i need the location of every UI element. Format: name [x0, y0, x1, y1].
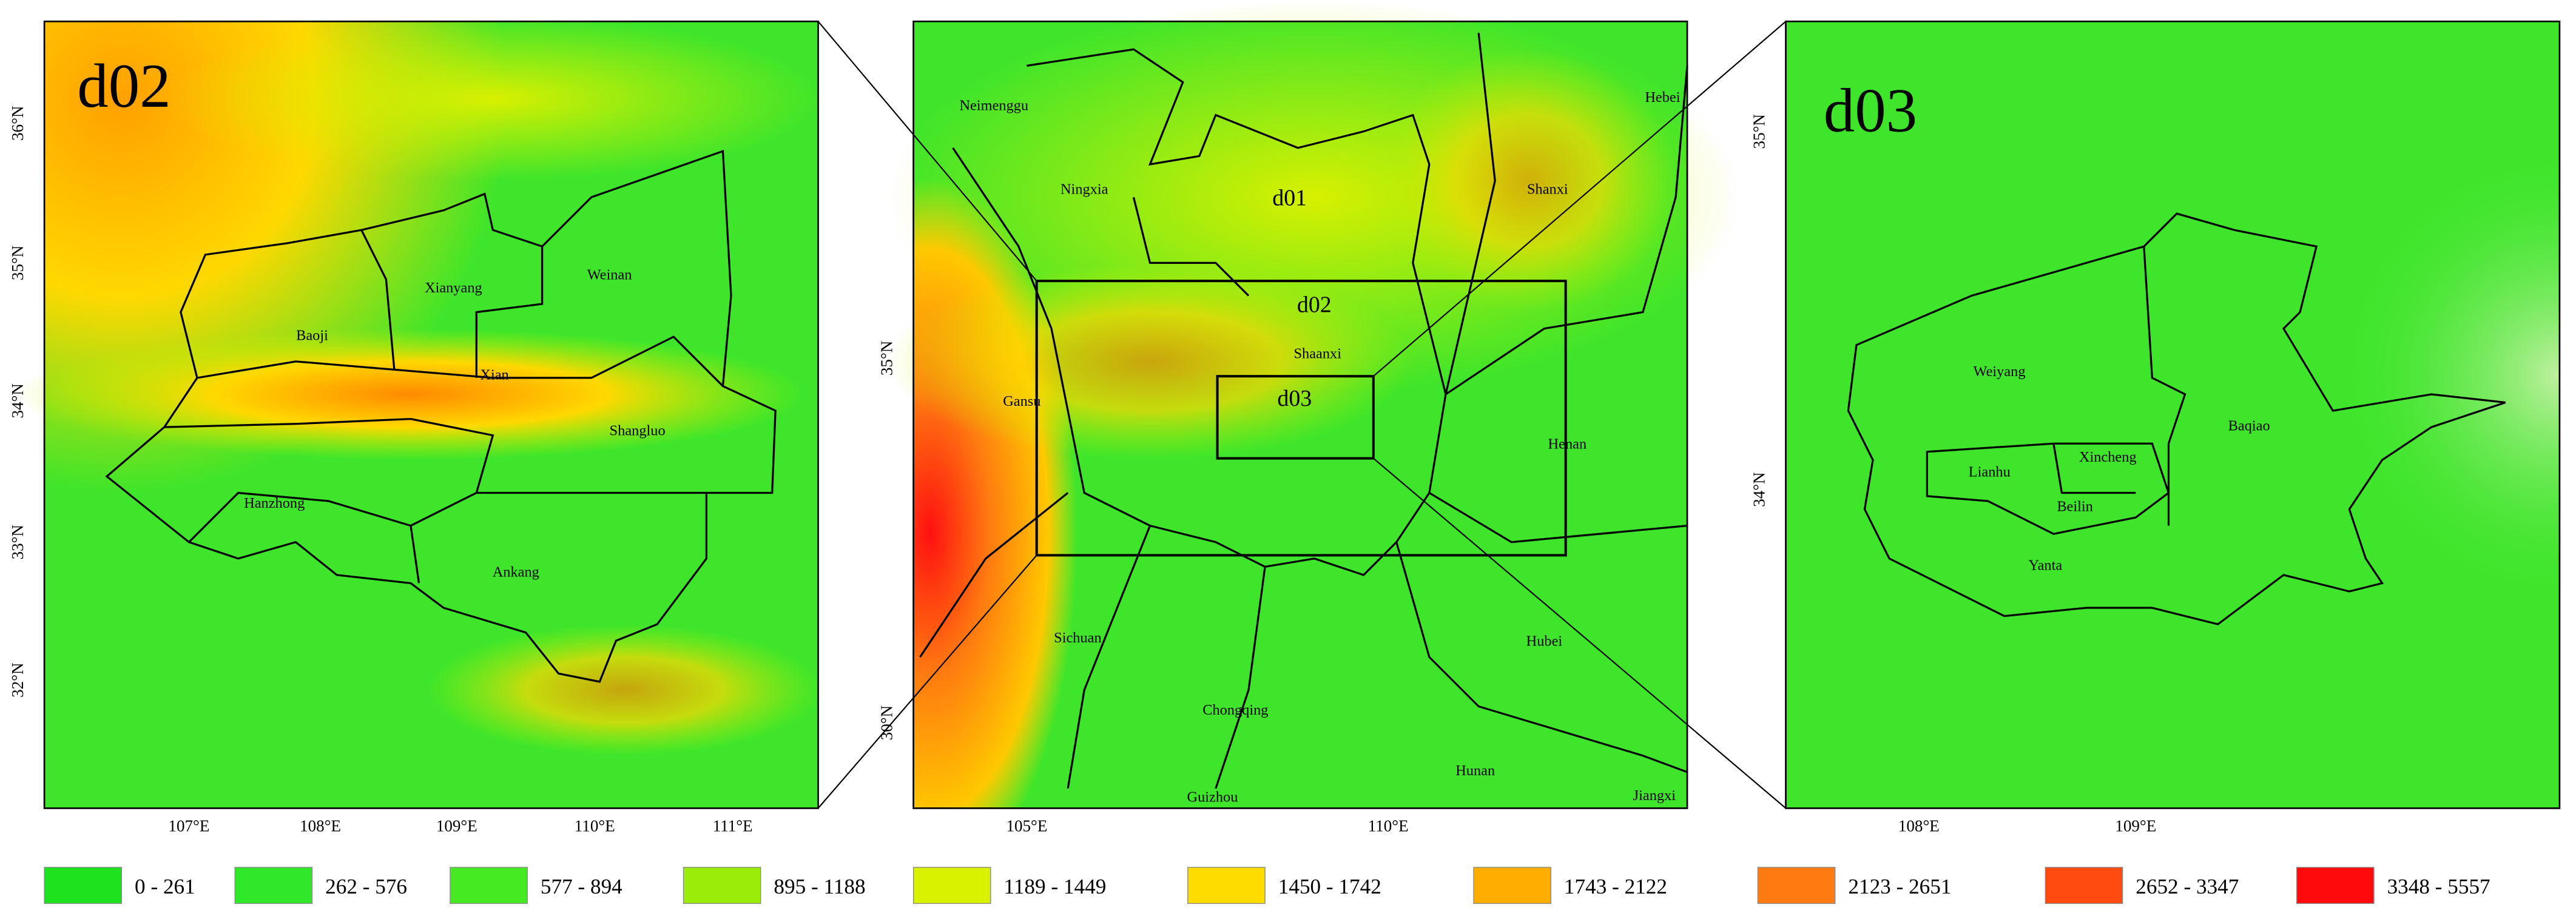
legend-label: 1743 - 2122	[1564, 875, 1667, 898]
connector	[817, 554, 1037, 809]
y-tick-label: 34°N	[8, 383, 27, 418]
panel-d02	[16, 16, 821, 809]
y-tick-label: 33°N	[8, 525, 27, 559]
connector	[1373, 457, 1787, 809]
domain-label: d01	[1272, 186, 1307, 211]
place-label: Weinan	[587, 266, 632, 283]
legend-label: 262 - 576	[325, 875, 407, 898]
legend-label: 0 - 261	[135, 875, 195, 898]
x-tick-label: 107°E	[168, 816, 209, 835]
place-label: Baqiao	[2228, 418, 2270, 434]
x-tick-label: 110°E	[1368, 816, 1409, 835]
connector	[817, 21, 1037, 281]
panel-d01	[887, 0, 1742, 809]
y-tick-label: 35°N	[8, 246, 27, 280]
y-tick-label: 32°N	[8, 662, 27, 697]
connector-lines	[817, 21, 1787, 809]
y-tick-label: 36°N	[8, 106, 27, 140]
place-label: Chongqing	[1202, 702, 1268, 718]
panel-label: d03	[1824, 76, 1917, 146]
place-label: Beilin	[2057, 498, 2093, 514]
legend-swatch	[683, 867, 761, 904]
legend-swatch	[1473, 867, 1551, 904]
x-tick-label: 109°E	[436, 816, 477, 835]
y-tick-label: 30°N	[877, 705, 895, 740]
domain-label: d03	[1277, 386, 1312, 411]
place-label: Hunan	[1455, 762, 1495, 779]
x-tick-label: 105°E	[1006, 816, 1047, 835]
place-label: Hebei	[1645, 89, 1680, 106]
y-tick-label: 35°N	[877, 341, 895, 375]
legend-label: 1189 - 1449	[1004, 875, 1107, 898]
place-label: Jiangxi	[1633, 787, 1676, 804]
legend-swatch	[1187, 867, 1266, 904]
legend-label: 2123 - 2651	[1848, 875, 1951, 898]
place-label: Gansu	[1003, 393, 1040, 409]
legend-label: 577 - 894	[541, 875, 622, 898]
y-tick-label: 35°N	[1750, 114, 1768, 149]
place-label: Xian	[480, 367, 508, 383]
place-label: Hanzhong	[244, 495, 305, 511]
panel-d03	[1785, 20, 2561, 809]
place-label: Lianhu	[1969, 463, 2011, 480]
panel-label: d02	[77, 52, 170, 121]
legend-swatch	[912, 867, 991, 904]
place-label: Xianyang	[425, 280, 482, 296]
legend-label: 1450 - 1742	[1278, 875, 1381, 898]
legend-swatch	[450, 867, 528, 904]
legend-label: 2652 - 3347	[2136, 875, 2239, 898]
connector	[1373, 21, 1787, 377]
y-tick-label: 34°N	[1750, 472, 1768, 507]
place-label: Xincheng	[2079, 449, 2137, 465]
place-label: Henan	[1548, 436, 1587, 452]
place-label: Baoji	[296, 328, 328, 344]
place-label: Weiyang	[1974, 363, 2026, 380]
x-tick-label: 108°E	[1898, 816, 1940, 835]
place-label: Shanxi	[1527, 181, 1568, 198]
place-label: Yanta	[2028, 557, 2062, 574]
x-tick-label: 109°E	[2115, 816, 2156, 835]
place-label: Hubei	[1526, 633, 1563, 649]
place-label: Guizhou	[1187, 789, 1238, 806]
legend-swatch	[2296, 867, 2375, 904]
x-tick-label: 110°E	[575, 816, 615, 835]
place-label: Shangluo	[610, 423, 666, 439]
place-label: Sichuan	[1054, 630, 1101, 646]
legend-swatch	[1757, 867, 1836, 904]
legend-label: 3348 - 5557	[2387, 875, 2490, 898]
x-tick-label: 111°E	[713, 816, 753, 835]
legend-swatch	[44, 867, 123, 904]
legend-label: 895 - 1188	[774, 875, 865, 898]
place-label: Neimenggu	[959, 98, 1028, 114]
legend-swatch	[234, 867, 313, 904]
legend-swatch	[2045, 867, 2123, 904]
place-label: Ankang	[493, 564, 539, 581]
place-label: Shaanxi	[1294, 345, 1342, 362]
place-label: Ningxia	[1060, 181, 1108, 198]
domain-label: d02	[1297, 292, 1332, 318]
x-tick-label: 108°E	[300, 816, 341, 835]
